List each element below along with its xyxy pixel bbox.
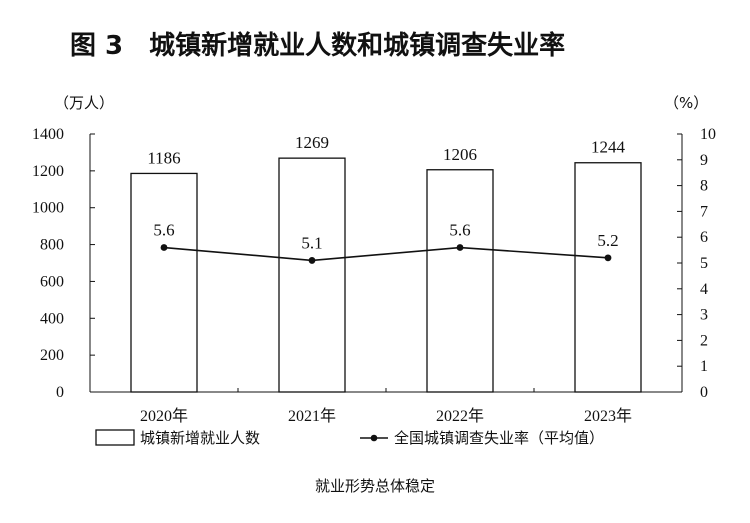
- right-tick-label: 10: [700, 126, 716, 143]
- left-tick-label: 1400: [32, 126, 64, 143]
- right-axis-unit: （%）: [664, 94, 708, 112]
- right-tick-label: 2: [700, 332, 708, 349]
- legend: 城镇新增就业人数 全国城镇调查失业率（平均值）: [95, 429, 604, 447]
- line-point: [160, 244, 168, 251]
- line-point: [456, 244, 464, 251]
- bar-value-label: 1244: [591, 138, 626, 157]
- line-series: [160, 244, 612, 264]
- line-point: [308, 257, 316, 264]
- legend-line-label: 全国城镇调查失业率（平均值）: [394, 429, 604, 447]
- left-tick-label: 600: [40, 273, 64, 290]
- bar: [426, 169, 494, 393]
- right-tick-label: 9: [700, 152, 708, 169]
- right-tick-label: 8: [700, 178, 708, 195]
- line-value-label: 5.6: [153, 221, 174, 240]
- line-value-label: 5.2: [597, 231, 618, 250]
- bar: [278, 157, 346, 393]
- x-axis-ticks: 2020年 2021年 2022年 2023年: [89, 388, 632, 425]
- legend-line-marker: [370, 434, 378, 442]
- right-tick-label: 7: [700, 203, 708, 220]
- right-tick-label: 1: [700, 358, 708, 375]
- chart-caption: 就业形势总体稳定: [315, 477, 435, 495]
- bar: [574, 162, 642, 393]
- legend-bar-label: 城镇新增就业人数: [140, 429, 260, 447]
- line-value-labels: 5.6 5.1 5.6 5.2: [153, 221, 618, 253]
- x-tick-label: 2023年: [584, 407, 632, 425]
- bar-value-label: 1269: [295, 133, 329, 152]
- bar-series: [130, 157, 642, 393]
- line-value-label: 5.6: [449, 221, 470, 240]
- bar-value-labels: 1186 1269 1206 1244: [147, 133, 625, 167]
- left-tick-label: 0: [56, 384, 64, 401]
- x-tick-label: 2021年: [288, 407, 336, 425]
- left-axis-ticks: 0 200 400 600 800 1000 1200 1400: [32, 126, 95, 401]
- x-tick-label: 2020年: [140, 407, 188, 425]
- left-axis-unit: （万人）: [54, 94, 114, 112]
- x-tick-label: 2022年: [436, 407, 484, 425]
- right-tick-label: 6: [700, 229, 708, 246]
- bar-value-label: 1186: [147, 148, 180, 167]
- unemployment-rate-line: [163, 246, 609, 262]
- left-tick-label: 1000: [32, 200, 64, 217]
- left-tick-label: 800: [40, 237, 64, 254]
- left-tick-label: 200: [40, 347, 64, 364]
- bar: [130, 172, 198, 393]
- right-axis-ticks: 0 1 2 3 4 5 6 7 8 9 10: [677, 126, 716, 401]
- line-value-label: 5.1: [301, 233, 322, 252]
- right-tick-label: 5: [700, 255, 708, 272]
- chart-title: 图 3 城镇新增就业人数和城镇调查失业率: [70, 30, 565, 61]
- right-tick-label: 3: [700, 307, 708, 324]
- left-tick-label: 400: [40, 310, 64, 327]
- legend-bar-swatch: [95, 429, 135, 446]
- bar-value-label: 1206: [443, 145, 477, 164]
- left-tick-label: 1200: [32, 163, 64, 180]
- line-point: [604, 254, 612, 262]
- right-tick-label: 4: [700, 281, 708, 298]
- right-tick-label: 0: [700, 384, 708, 401]
